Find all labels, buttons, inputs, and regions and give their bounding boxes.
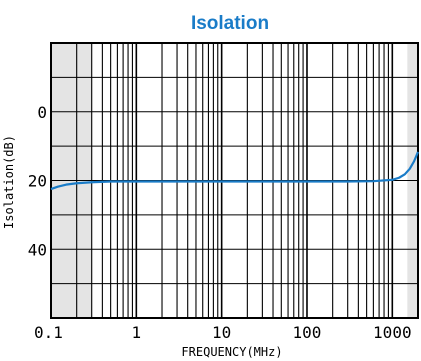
y-tick-labels: 0 20 40: [28, 103, 47, 260]
y-axis-label: Isolation(dB): [2, 135, 16, 229]
x-tick-label: 1: [132, 323, 142, 342]
x-tick-label: 10: [212, 323, 231, 342]
x-tick-labels: 0.1 1 10 100 1000: [34, 323, 412, 342]
x-tick-label: 0.1: [34, 323, 63, 342]
y-tick-label: 20: [28, 172, 47, 191]
x-tick-label: 1000: [373, 323, 412, 342]
plot-frame: [50, 42, 419, 319]
x-tick-label: 100: [293, 323, 322, 342]
y-tick-label: 40: [28, 240, 47, 259]
y-tick-label: 0: [37, 103, 47, 122]
isolation-series-line: [50, 151, 420, 191]
x-axis-label: FREQUENCY(MHz): [181, 345, 282, 359]
chart-title: Isolation: [191, 13, 269, 34]
series-layer: [50, 151, 420, 191]
